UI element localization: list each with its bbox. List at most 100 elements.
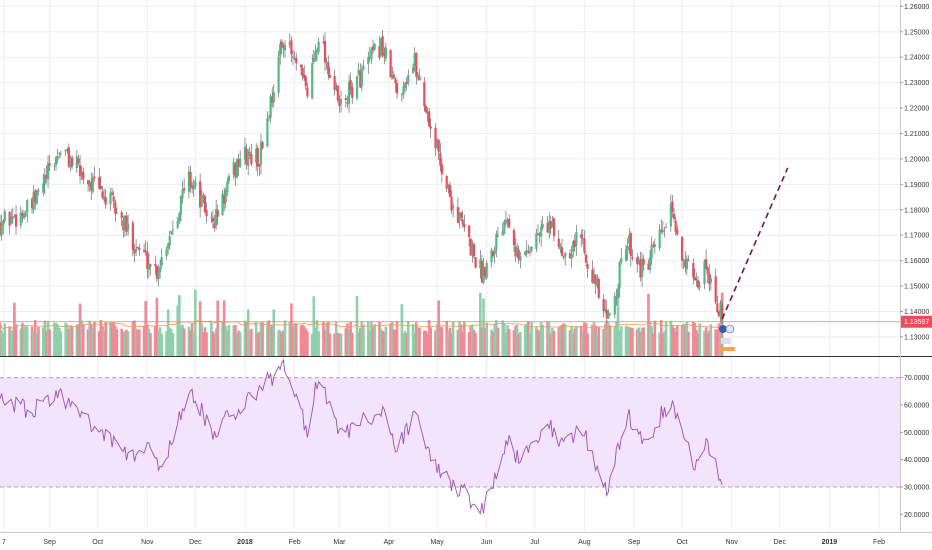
volume-bar <box>698 323 701 356</box>
candle-body <box>86 180 90 184</box>
candle-body <box>272 92 275 103</box>
volume-bar <box>394 330 397 356</box>
time-tick-label: Dec <box>189 539 202 546</box>
volume-bar <box>429 327 432 356</box>
volume-bar <box>480 327 484 356</box>
rsi-line <box>0 358 723 515</box>
volume-bar <box>406 321 410 356</box>
event-marker-dot[interactable] <box>725 324 735 334</box>
volume-bar <box>336 332 340 356</box>
volume-bar <box>80 320 83 356</box>
volume-bar <box>640 327 644 356</box>
volume-bar <box>226 330 229 356</box>
candle-body <box>685 258 688 270</box>
volume-bar <box>447 331 450 356</box>
candle-body <box>661 230 664 232</box>
price-tick-label: 1.13000 <box>904 334 929 341</box>
volume-bar <box>639 331 642 356</box>
volume-bar <box>693 323 697 356</box>
volume-bar <box>224 325 228 356</box>
volume-bar <box>227 325 231 356</box>
candle-body <box>405 81 408 85</box>
volume-bar <box>595 332 599 356</box>
volume-bar <box>328 333 332 356</box>
candle-body <box>493 249 496 255</box>
volume-bar <box>671 324 674 356</box>
volume-bar <box>301 324 304 356</box>
candle-body <box>716 303 719 313</box>
volume-bar <box>131 321 135 356</box>
volume-bar <box>189 330 192 356</box>
candle-body <box>426 112 429 114</box>
volume-bar <box>405 333 408 356</box>
candle-body <box>147 263 151 270</box>
volume-bar <box>493 323 497 356</box>
candle-body <box>99 186 102 190</box>
volume-bar <box>560 324 564 356</box>
candle-body <box>304 76 307 87</box>
volume-bar <box>626 326 629 356</box>
candle-body <box>583 238 586 253</box>
volume-bar <box>46 321 50 356</box>
volume-bar <box>41 327 45 356</box>
volume-bar <box>395 321 399 356</box>
candle-body <box>306 87 309 97</box>
volume-bar <box>250 328 253 356</box>
volume-bar <box>448 327 452 356</box>
candle-body <box>35 189 38 204</box>
volume-bar <box>210 322 213 356</box>
volume-bar <box>648 321 652 356</box>
candle-body <box>203 195 207 213</box>
candle-body <box>608 313 612 315</box>
volume-bar <box>413 332 416 356</box>
candle-body <box>613 295 616 315</box>
volume-bar <box>112 321 115 356</box>
volume-bar <box>512 330 516 356</box>
volume-bar <box>490 329 493 356</box>
candle-body <box>314 51 317 61</box>
candle-body <box>402 86 405 95</box>
volume-bar <box>43 320 47 356</box>
candle-body <box>512 230 516 246</box>
volume-bar <box>270 324 274 356</box>
candle-body <box>37 190 40 192</box>
candle-body <box>355 76 359 99</box>
volume-bar <box>517 333 521 356</box>
candle-body <box>605 309 608 319</box>
candle-body <box>80 171 83 177</box>
candle-body <box>586 264 589 269</box>
candle-body <box>261 142 264 149</box>
event-marker-flag[interactable] <box>720 338 731 344</box>
volume-bar <box>615 320 618 356</box>
volume-bar <box>491 331 495 356</box>
candle-body <box>303 74 306 79</box>
volume-bar <box>573 328 577 356</box>
current-price-label: 1.13597 <box>904 319 929 326</box>
candle-body <box>126 223 130 230</box>
price-tick-label: 1.15000 <box>904 284 929 291</box>
volume-bar <box>427 320 431 356</box>
volume-bar <box>70 326 74 356</box>
volume-bar <box>541 324 545 356</box>
volume-bar <box>9 331 13 356</box>
volume-bar <box>390 321 394 356</box>
event-marker-dot[interactable] <box>718 325 727 333</box>
volume-bar <box>583 322 586 356</box>
candle-body <box>429 126 432 129</box>
event-marker-flag[interactable] <box>718 347 735 351</box>
volume-bar <box>45 330 48 356</box>
candle-body <box>134 248 138 252</box>
volume-bar <box>682 323 685 356</box>
candle-body <box>602 299 605 312</box>
candle-body <box>450 196 453 211</box>
candle-body <box>669 203 672 227</box>
candle-body <box>717 311 720 316</box>
candle-body <box>59 153 62 155</box>
volume-bar <box>203 327 207 356</box>
volume-bar <box>144 301 147 356</box>
volume-bar <box>282 330 285 356</box>
volume-bar <box>54 323 58 356</box>
volume-bar <box>530 321 533 356</box>
volume-bar <box>216 300 220 356</box>
volume-bar <box>170 329 173 356</box>
